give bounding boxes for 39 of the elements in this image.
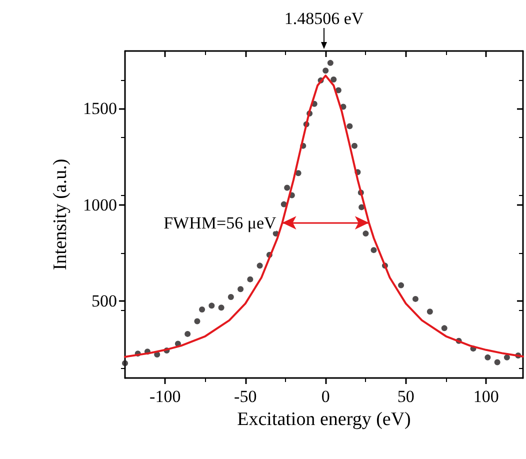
text: 1.48506 eV: [284, 9, 364, 28]
point: [504, 354, 510, 360]
point: [295, 170, 302, 176]
y-axis-title: Intensity (a.u.): [50, 158, 71, 270]
point: [352, 142, 358, 149]
point: [398, 282, 404, 288]
x-tick-label: 0: [321, 387, 330, 406]
x-tick-label: -100: [150, 387, 181, 406]
x-axis-title: Excitation energy (eV): [237, 408, 411, 430]
point: [199, 306, 206, 313]
point: [218, 304, 224, 311]
point: [327, 60, 334, 66]
point: [330, 76, 337, 82]
point: [362, 230, 369, 237]
point: [184, 330, 191, 337]
point: [194, 318, 200, 324]
point: [346, 123, 353, 130]
line-series: [124, 74, 524, 358]
point: [122, 360, 128, 366]
x-tick-label: 50: [397, 387, 414, 406]
point: [228, 294, 234, 300]
point: [370, 247, 377, 254]
point: [412, 296, 418, 302]
x-tick-label: -50: [234, 387, 257, 406]
point: [494, 359, 500, 366]
point: [426, 308, 433, 315]
point: [484, 354, 491, 360]
point: [247, 276, 254, 282]
point: [208, 302, 215, 309]
y-tick-label: 1500: [83, 99, 117, 118]
point: [441, 325, 448, 332]
point: [256, 262, 263, 269]
annotation: FWHM=56 μeV: [164, 213, 277, 232]
x-tick-label: 100: [473, 387, 499, 406]
point: [238, 286, 244, 292]
y-tick-label: 1000: [83, 195, 117, 214]
point: [322, 68, 329, 74]
y-tick-label: 500: [92, 292, 117, 311]
point: [284, 184, 290, 191]
